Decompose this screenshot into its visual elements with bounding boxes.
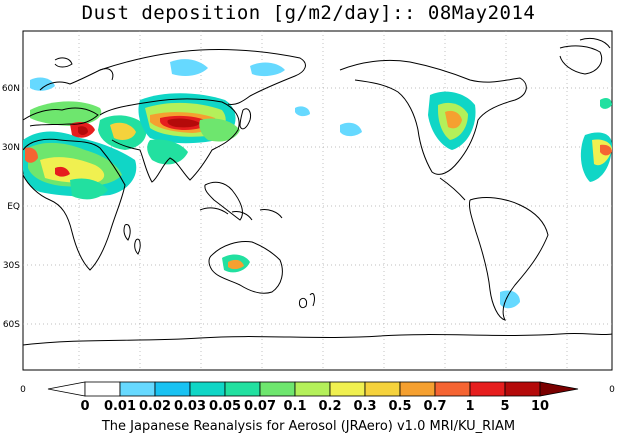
lat-label: EQ [7, 202, 20, 212]
colorbar-left-zero: 0 [20, 385, 26, 395]
colorbar-swatch [469, 381, 506, 397]
colorbar-tick-label: 0.3 [353, 399, 376, 414]
footer-credit: The Japanese Reanalysis for Aerosol (JRA… [101, 419, 516, 434]
colorbar-tick-label: 0.1 [283, 399, 306, 414]
colorbar-swatch [119, 381, 156, 397]
graticule [23, 31, 612, 370]
colorbar-right-zero: 0 [609, 385, 615, 395]
map-frame [22, 30, 613, 371]
dust-fields [23, 59, 612, 309]
colorbar-swatch [504, 381, 541, 397]
colorbar-tick-label: 5 [500, 399, 509, 414]
colorbar-over-triangle [539, 381, 579, 397]
colorbar-tick-label: 0 [80, 399, 89, 414]
lat-axis-labels: 60N 30N EQ 30S 60S [2, 84, 20, 330]
colorbar-swatch [154, 381, 191, 397]
map-title: Dust deposition [g/m2/day]:: 08May2014 [81, 2, 536, 24]
colorbar-tick-label: 0.7 [423, 399, 446, 414]
lat-label: 30N [2, 143, 20, 153]
colorbar-swatch [224, 381, 261, 397]
colorbar-tick-label: 0.5 [388, 399, 411, 414]
colorbar-swatch [434, 381, 471, 397]
colorbar-tick-label: 0.03 [174, 399, 206, 414]
lat-label: 60N [2, 84, 20, 94]
colorbar-tick-label: 0.01 [104, 399, 136, 414]
colorbar: 0 0 0 0.01 0.02 0.03 0.05 0.07 0.1 0.2 0.3 0.5 0.7… [20, 381, 615, 414]
colorbar-swatch [189, 381, 226, 397]
colorbar-under-triangle [47, 381, 86, 397]
colorbar-swatch [259, 381, 296, 397]
colorbar-swatch [399, 381, 436, 397]
lat-label: 30S [3, 261, 20, 271]
colorbar-swatch [329, 381, 366, 397]
colorbar-swatch [364, 381, 401, 397]
colorbar-swatch [84, 381, 121, 397]
colorbar-swatch [294, 381, 331, 397]
coastlines [22, 37, 613, 346]
lat-label: 60S [3, 320, 20, 330]
colorbar-tick-label: 1 [465, 399, 474, 414]
colorbar-tick-label: 10 [531, 399, 549, 414]
colorbar-tick-label: 0.07 [244, 399, 276, 414]
colorbar-tick-label: 0.02 [139, 399, 171, 414]
colorbar-tick-label: 0.2 [318, 399, 341, 414]
colorbar-tick-label: 0.05 [209, 399, 241, 414]
